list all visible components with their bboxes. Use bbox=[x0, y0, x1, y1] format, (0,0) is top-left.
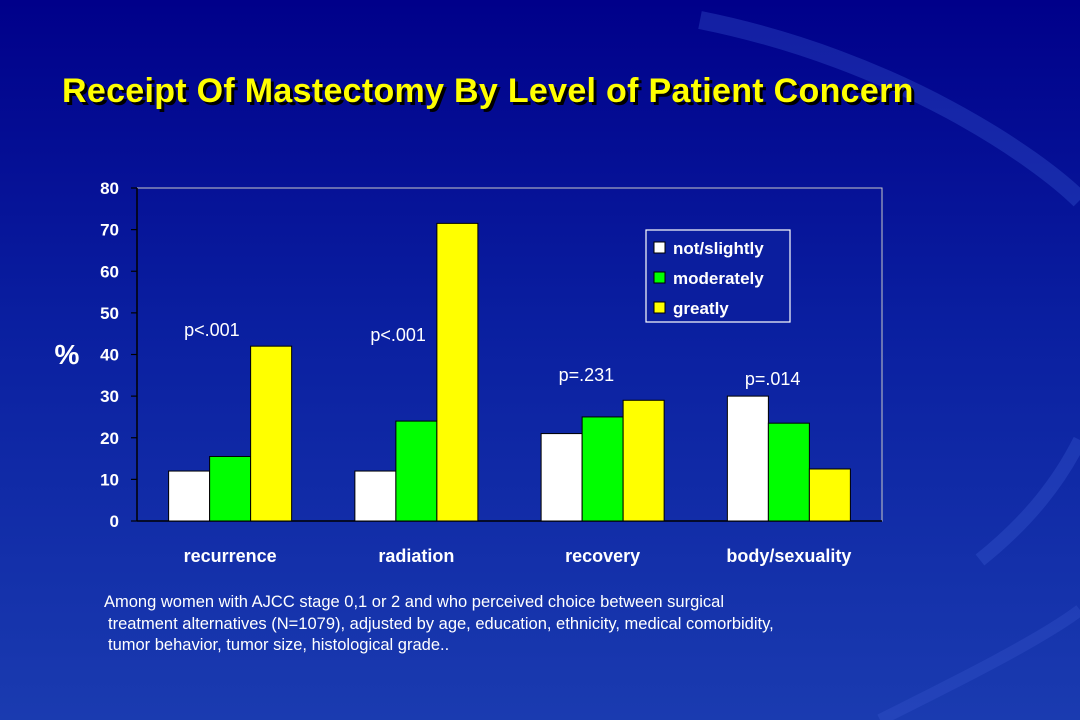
p-value-annotation: p=.014 bbox=[745, 369, 801, 389]
legend-label: moderately bbox=[673, 269, 764, 288]
bar bbox=[622, 399, 665, 522]
y-tick-label: 0 bbox=[110, 512, 119, 531]
footnote-line-2: treatment alternatives (N=1079), adjuste… bbox=[108, 614, 774, 633]
p-value-annotation: p<.001 bbox=[184, 320, 240, 340]
bar bbox=[395, 420, 438, 522]
bar bbox=[168, 470, 211, 522]
bar bbox=[209, 455, 252, 522]
y-tick-label: 50 bbox=[100, 304, 119, 323]
legend-swatch bbox=[653, 241, 666, 254]
footnote: Among women with AJCC stage 0,1 or 2 and… bbox=[100, 592, 1000, 657]
legend-label: not/slightly bbox=[673, 239, 764, 258]
bar bbox=[581, 416, 624, 522]
y-tick-label: 80 bbox=[100, 179, 119, 198]
legend-swatch bbox=[653, 271, 666, 284]
x-tick-label: recovery bbox=[565, 546, 640, 566]
y-axis-label: % bbox=[55, 339, 80, 370]
y-tick-label: 10 bbox=[100, 470, 119, 489]
bar bbox=[354, 470, 397, 522]
bar bbox=[540, 433, 583, 522]
x-tick-label: recurrence bbox=[184, 546, 277, 566]
bar bbox=[808, 468, 851, 522]
footnote-line-1: Among women with AJCC stage 0,1 or 2 and… bbox=[104, 593, 725, 611]
bar bbox=[250, 345, 293, 522]
bar bbox=[436, 222, 479, 522]
y-tick-label: 60 bbox=[100, 262, 119, 281]
x-tick-label: radiation bbox=[378, 546, 454, 566]
p-value-annotation: p=.231 bbox=[559, 365, 615, 385]
legend-box bbox=[645, 229, 791, 323]
footnote-line-3: tumor behavior, tumor size, histological… bbox=[108, 636, 450, 654]
slide-title: Receipt Of Mastectomy By Level of Patien… bbox=[62, 72, 914, 110]
x-tick-label: body/sexuality bbox=[726, 546, 851, 566]
y-tick-label: 20 bbox=[100, 429, 119, 448]
y-tick-label: 70 bbox=[100, 221, 119, 240]
bar bbox=[767, 422, 810, 522]
legend-label: greatly bbox=[673, 299, 729, 318]
p-value-annotation: p<.001 bbox=[370, 325, 426, 345]
y-tick-label: 30 bbox=[100, 387, 119, 406]
y-tick-label: 40 bbox=[100, 346, 119, 365]
bar bbox=[726, 395, 769, 522]
legend-swatch bbox=[653, 301, 666, 314]
